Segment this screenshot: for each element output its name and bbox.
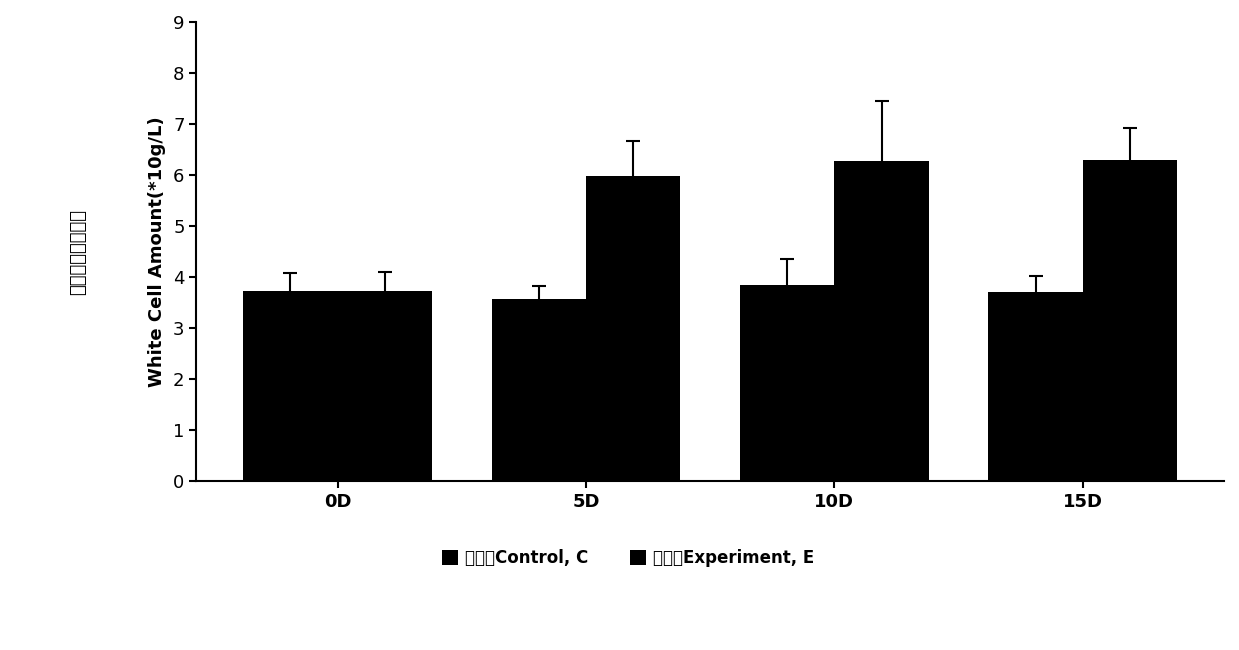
Bar: [337, 291, 432, 481]
Y-axis label: White Cell Amount(*10g/L): White Cell Amount(*10g/L): [149, 116, 166, 387]
Legend: 对照组Control, C, 实验组Experiment, E: 对照组Control, C, 实验组Experiment, E: [435, 543, 821, 574]
Bar: [1083, 160, 1177, 481]
Bar: [834, 161, 929, 481]
Bar: [740, 285, 834, 481]
Bar: [586, 176, 680, 481]
Bar: [243, 291, 337, 481]
Bar: [989, 292, 1083, 481]
Bar: [492, 298, 586, 481]
Text: 灌洗液白细胞总数: 灌洗液白细胞总数: [69, 209, 87, 294]
